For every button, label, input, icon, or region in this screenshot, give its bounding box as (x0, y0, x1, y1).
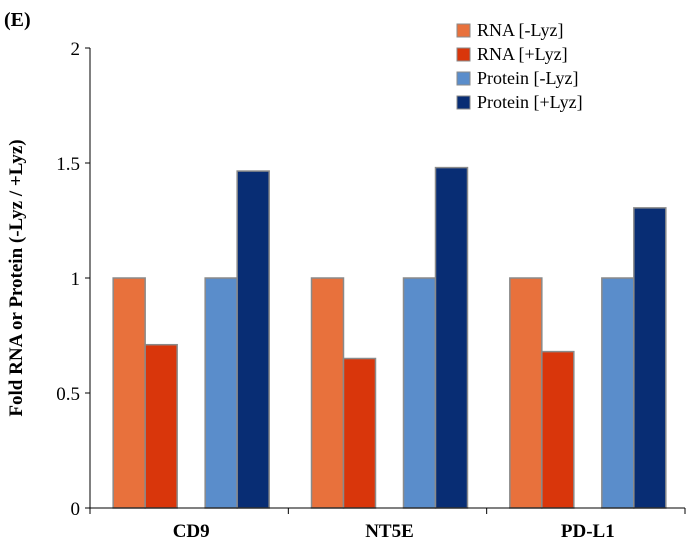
legend-swatch (456, 71, 471, 86)
bar-pd-l1-series-1 (541, 350, 575, 509)
legend-label: RNA [-Lyz] (477, 20, 563, 40)
y-axis-label: Fold RNA or Protein (-Lyz / +Lyz) (6, 139, 27, 416)
bar-nt5e-series-2 (402, 277, 437, 509)
category-label: CD9 (173, 521, 210, 542)
legend-swatch (456, 95, 471, 110)
legend-label: Protein [+Lyz] (477, 92, 583, 112)
legend-label: Protein [-Lyz] (477, 68, 578, 88)
bar-cd9-series-3 (236, 170, 270, 509)
bar-pd-l1-series-2 (601, 277, 635, 509)
bar-cd9-series-1 (144, 343, 178, 509)
y-tick-label: 0 (71, 499, 81, 520)
y-tick-label: 1.5 (56, 154, 80, 175)
bar-pd-l1-series-3 (633, 207, 667, 509)
legend-label: RNA [+Lyz] (477, 44, 568, 64)
y-tick-label: 2 (71, 39, 81, 60)
bar-pd-l1-series-0 (509, 277, 543, 509)
bar-nt5e-series-1 (342, 357, 377, 509)
category-label: PD-L1 (561, 521, 615, 542)
bar-cd9-series-2 (204, 277, 238, 509)
y-tick-label: 0.5 (56, 384, 80, 405)
bar-nt5e-series-3 (434, 166, 469, 509)
category-label: NT5E (365, 521, 414, 542)
panel-label: (E) (4, 9, 31, 31)
legend-swatch (456, 23, 471, 38)
y-tick-label: 1 (71, 269, 81, 290)
legend-swatch (456, 47, 471, 62)
bar-nt5e-series-0 (310, 277, 345, 509)
bar-cd9-series-0 (112, 277, 146, 509)
